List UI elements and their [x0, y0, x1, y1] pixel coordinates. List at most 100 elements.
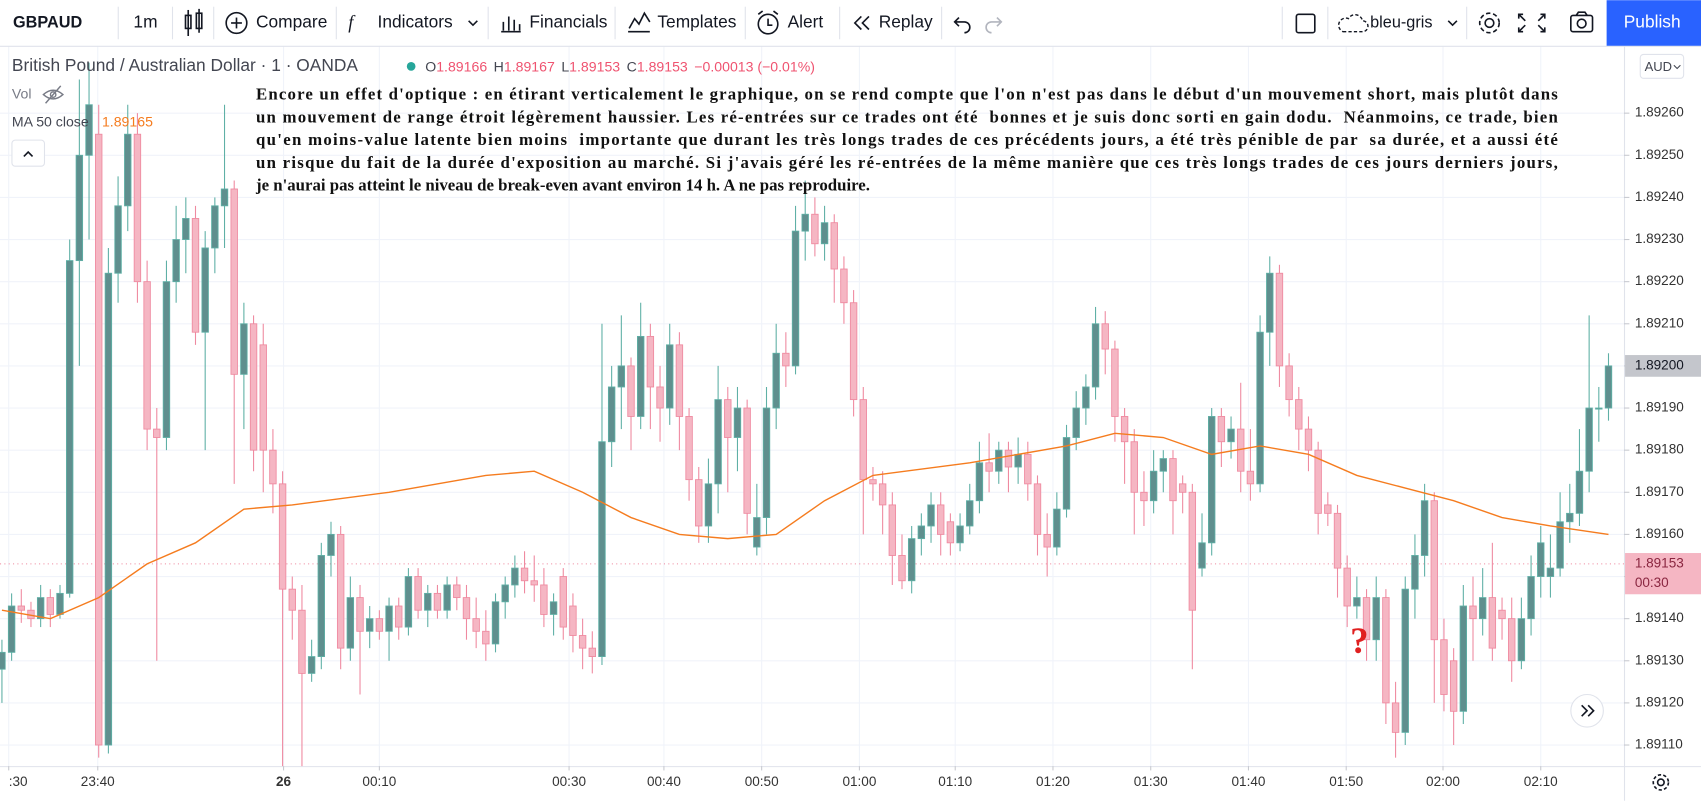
candle-body	[1411, 555, 1419, 590]
candle-body	[598, 441, 606, 657]
candle-body	[666, 344, 674, 409]
candle-body	[7, 605, 16, 653]
undo[interactable]	[953, 16, 971, 34]
ohlc-key: O	[425, 58, 436, 74]
select-icon[interactable]	[1295, 13, 1316, 34]
alert[interactable]: Alert	[788, 12, 824, 32]
ohlc-key: C	[627, 58, 637, 74]
y-tick-label: 1.89250	[1635, 147, 1684, 162]
candle-body	[1314, 449, 1322, 514]
indicators-icon[interactable]: f	[348, 12, 356, 32]
candle-body	[1449, 660, 1458, 712]
x-tick-label: 00:30	[552, 774, 586, 789]
replay-icon[interactable]	[853, 15, 870, 31]
financials[interactable]: Financials	[529, 12, 607, 32]
candle-body	[1043, 533, 1051, 548]
candle-body	[56, 592, 64, 615]
candle-body	[1304, 428, 1313, 451]
candle-body	[772, 352, 780, 409]
templates[interactable]: Templates	[657, 12, 736, 32]
layout-name[interactable]: bleu-gris	[1370, 13, 1432, 31]
y-tick-label: 1.89120	[1635, 694, 1684, 709]
change: −0.00013 (−0.01%)	[694, 58, 815, 74]
y-tick-label: 1.89230	[1635, 231, 1684, 246]
candle-body	[753, 517, 761, 548]
x-tick-label: 00:40	[647, 774, 681, 789]
candle-body	[1246, 470, 1255, 485]
publish[interactable]: Publish	[1624, 12, 1681, 32]
candle-body	[937, 504, 945, 535]
redo[interactable]	[985, 16, 1003, 34]
candle-body	[182, 218, 190, 240]
y-tick-label: 1.89170	[1635, 484, 1684, 499]
candle-body	[1053, 508, 1061, 548]
candle-body	[1111, 348, 1119, 417]
candle-body	[1459, 605, 1468, 712]
toolbar	[0, 0, 1701, 46]
templates-icon[interactable]	[628, 11, 651, 33]
candle-body	[511, 567, 519, 586]
annotation-line: qu'en moins-value latente bien moins imp…	[256, 130, 1558, 149]
candle-body	[124, 133, 132, 207]
hide-icon[interactable]	[42, 85, 64, 104]
candle-body	[1391, 702, 1400, 733]
indicators[interactable]: Indicators	[378, 12, 454, 32]
compare-icon[interactable]	[225, 11, 248, 35]
x-tick-label: 00:10	[362, 774, 396, 789]
volume-label: Vol	[12, 85, 32, 101]
candle-body	[1178, 483, 1187, 493]
market-status	[406, 62, 416, 71]
indicators-chevron[interactable]	[468, 20, 478, 27]
candle-body	[482, 630, 490, 645]
alert-icon[interactable]	[757, 10, 779, 35]
interval[interactable]: 1m	[133, 12, 157, 32]
candle-body	[1295, 399, 1303, 430]
candle-body	[1353, 597, 1361, 607]
replay[interactable]: Replay	[879, 12, 933, 32]
settings-icon[interactable]	[1478, 12, 1501, 34]
compare[interactable]: Compare	[256, 12, 327, 32]
candle-body	[414, 576, 422, 611]
candle-body	[75, 154, 84, 262]
screenshot-icon[interactable]	[1570, 11, 1594, 33]
currency[interactable]: AUD	[1645, 59, 1672, 74]
symbol[interactable]: GBPAUD	[13, 13, 83, 31]
candle-body	[240, 323, 248, 375]
chart-type-icon[interactable]	[184, 8, 203, 36]
candle-body	[869, 479, 877, 485]
countdown: 00:30	[1635, 575, 1669, 590]
candle-body	[1575, 470, 1584, 514]
candle-body	[1198, 542, 1206, 569]
y-tick-label: 1.89260	[1635, 105, 1684, 120]
publish-button[interactable]	[1606, 0, 1701, 46]
currency-button[interactable]	[1639, 53, 1685, 79]
candle-body	[656, 386, 664, 409]
candle-body	[153, 428, 161, 438]
y-tick-label: 1.89110	[1635, 737, 1683, 752]
layout-chevron[interactable]	[1447, 20, 1458, 27]
candle-body	[1285, 365, 1293, 401]
ohlc-value: 1.89166	[436, 58, 487, 74]
collapse-icon[interactable]	[23, 150, 34, 157]
candle-body	[849, 302, 858, 401]
cloud-icon[interactable]	[1337, 14, 1369, 33]
annotation-line: un risque du fait de la durée d'expositi…	[256, 153, 1558, 172]
candle-body	[878, 483, 887, 506]
candle-body	[1420, 500, 1429, 556]
financials-icon[interactable]	[501, 16, 521, 33]
candle-body	[443, 584, 451, 611]
scroll-icon[interactable]	[1581, 704, 1595, 717]
candle-body	[172, 239, 180, 283]
candle-body	[917, 525, 926, 540]
candle-body	[1101, 323, 1109, 350]
candle-body	[559, 576, 567, 628]
candle-body	[946, 521, 955, 544]
candle-body	[1159, 458, 1167, 472]
candle-body	[714, 399, 722, 485]
candle-body	[898, 555, 906, 582]
y-tick-label: 1.89220	[1635, 273, 1684, 288]
fullscreen-icon[interactable]	[1517, 13, 1546, 33]
axis-settings[interactable]	[1652, 773, 1670, 791]
candle-body	[782, 352, 790, 367]
candle-body	[1014, 453, 1022, 468]
